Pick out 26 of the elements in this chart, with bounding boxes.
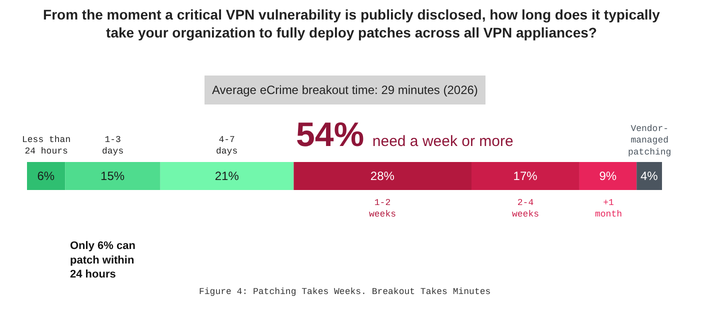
text: 54% need a week or more <box>296 116 514 154</box>
data-label: 4% <box>640 169 658 183</box>
text: Only 6% can patch within 24 hours <box>70 240 136 281</box>
series-label: +1 month <box>595 198 622 220</box>
caption: Figure 4: Patching Takes Weeks. Breakout Takes Minutes <box>199 287 491 297</box>
data-label: 6% <box>37 169 55 183</box>
data-label: 17% <box>513 169 538 183</box>
series-label: 1-3 days <box>102 135 124 157</box>
series-label: Vendor-managed patching <box>628 124 672 158</box>
data-label: 28% <box>370 169 395 183</box>
bar <box>636 162 662 190</box>
bar <box>472 162 580 190</box>
series-label: Less than 24 hours <box>22 135 71 157</box>
bar <box>65 162 160 190</box>
bar <box>294 162 472 190</box>
bar <box>579 162 637 190</box>
bar <box>160 162 294 190</box>
text: Average eCrime breakout time: 29 minutes (2026) <box>212 83 478 97</box>
series-label: 2-4 weeks <box>512 198 540 220</box>
series-label: 1-2 weeks <box>369 198 396 220</box>
data-label: 15% <box>100 169 125 183</box>
series-label: 4-7 days <box>216 135 238 157</box>
chart-title: From the moment a critical VPN vulnerability is publicly disclosed, how long does it typically take your organization to fully deploy patches across all VPN appliances? <box>43 6 660 41</box>
data-label: 21% <box>214 169 240 183</box>
data-label: 9% <box>599 169 617 183</box>
bar <box>27 162 66 190</box>
